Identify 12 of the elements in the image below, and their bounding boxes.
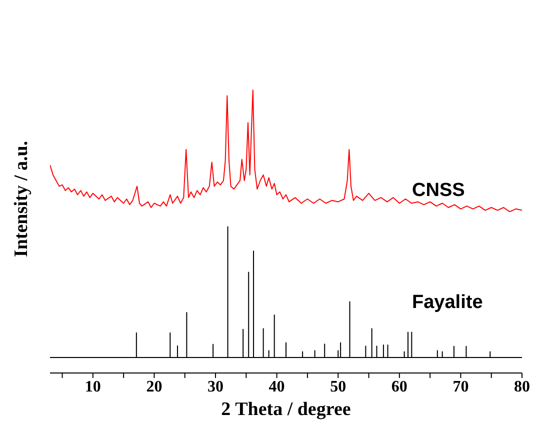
y-axis-title: Intensity / a.u. [11,140,33,258]
x-tick-label: 40 [268,378,285,396]
x-tick-label: 50 [330,378,346,396]
series-label: CNSS [412,180,465,202]
x-tick-label: 60 [391,378,408,396]
x-tick-label: 20 [146,378,162,396]
x-tick-label: 30 [208,378,224,396]
series-label: Fayalite [412,292,483,314]
x-axis-title: 2 Theta / degree [220,399,352,421]
x-tick-label: 10 [84,378,101,396]
x-tick-label: 70 [452,378,469,396]
x-tick-label: 80 [514,378,530,396]
